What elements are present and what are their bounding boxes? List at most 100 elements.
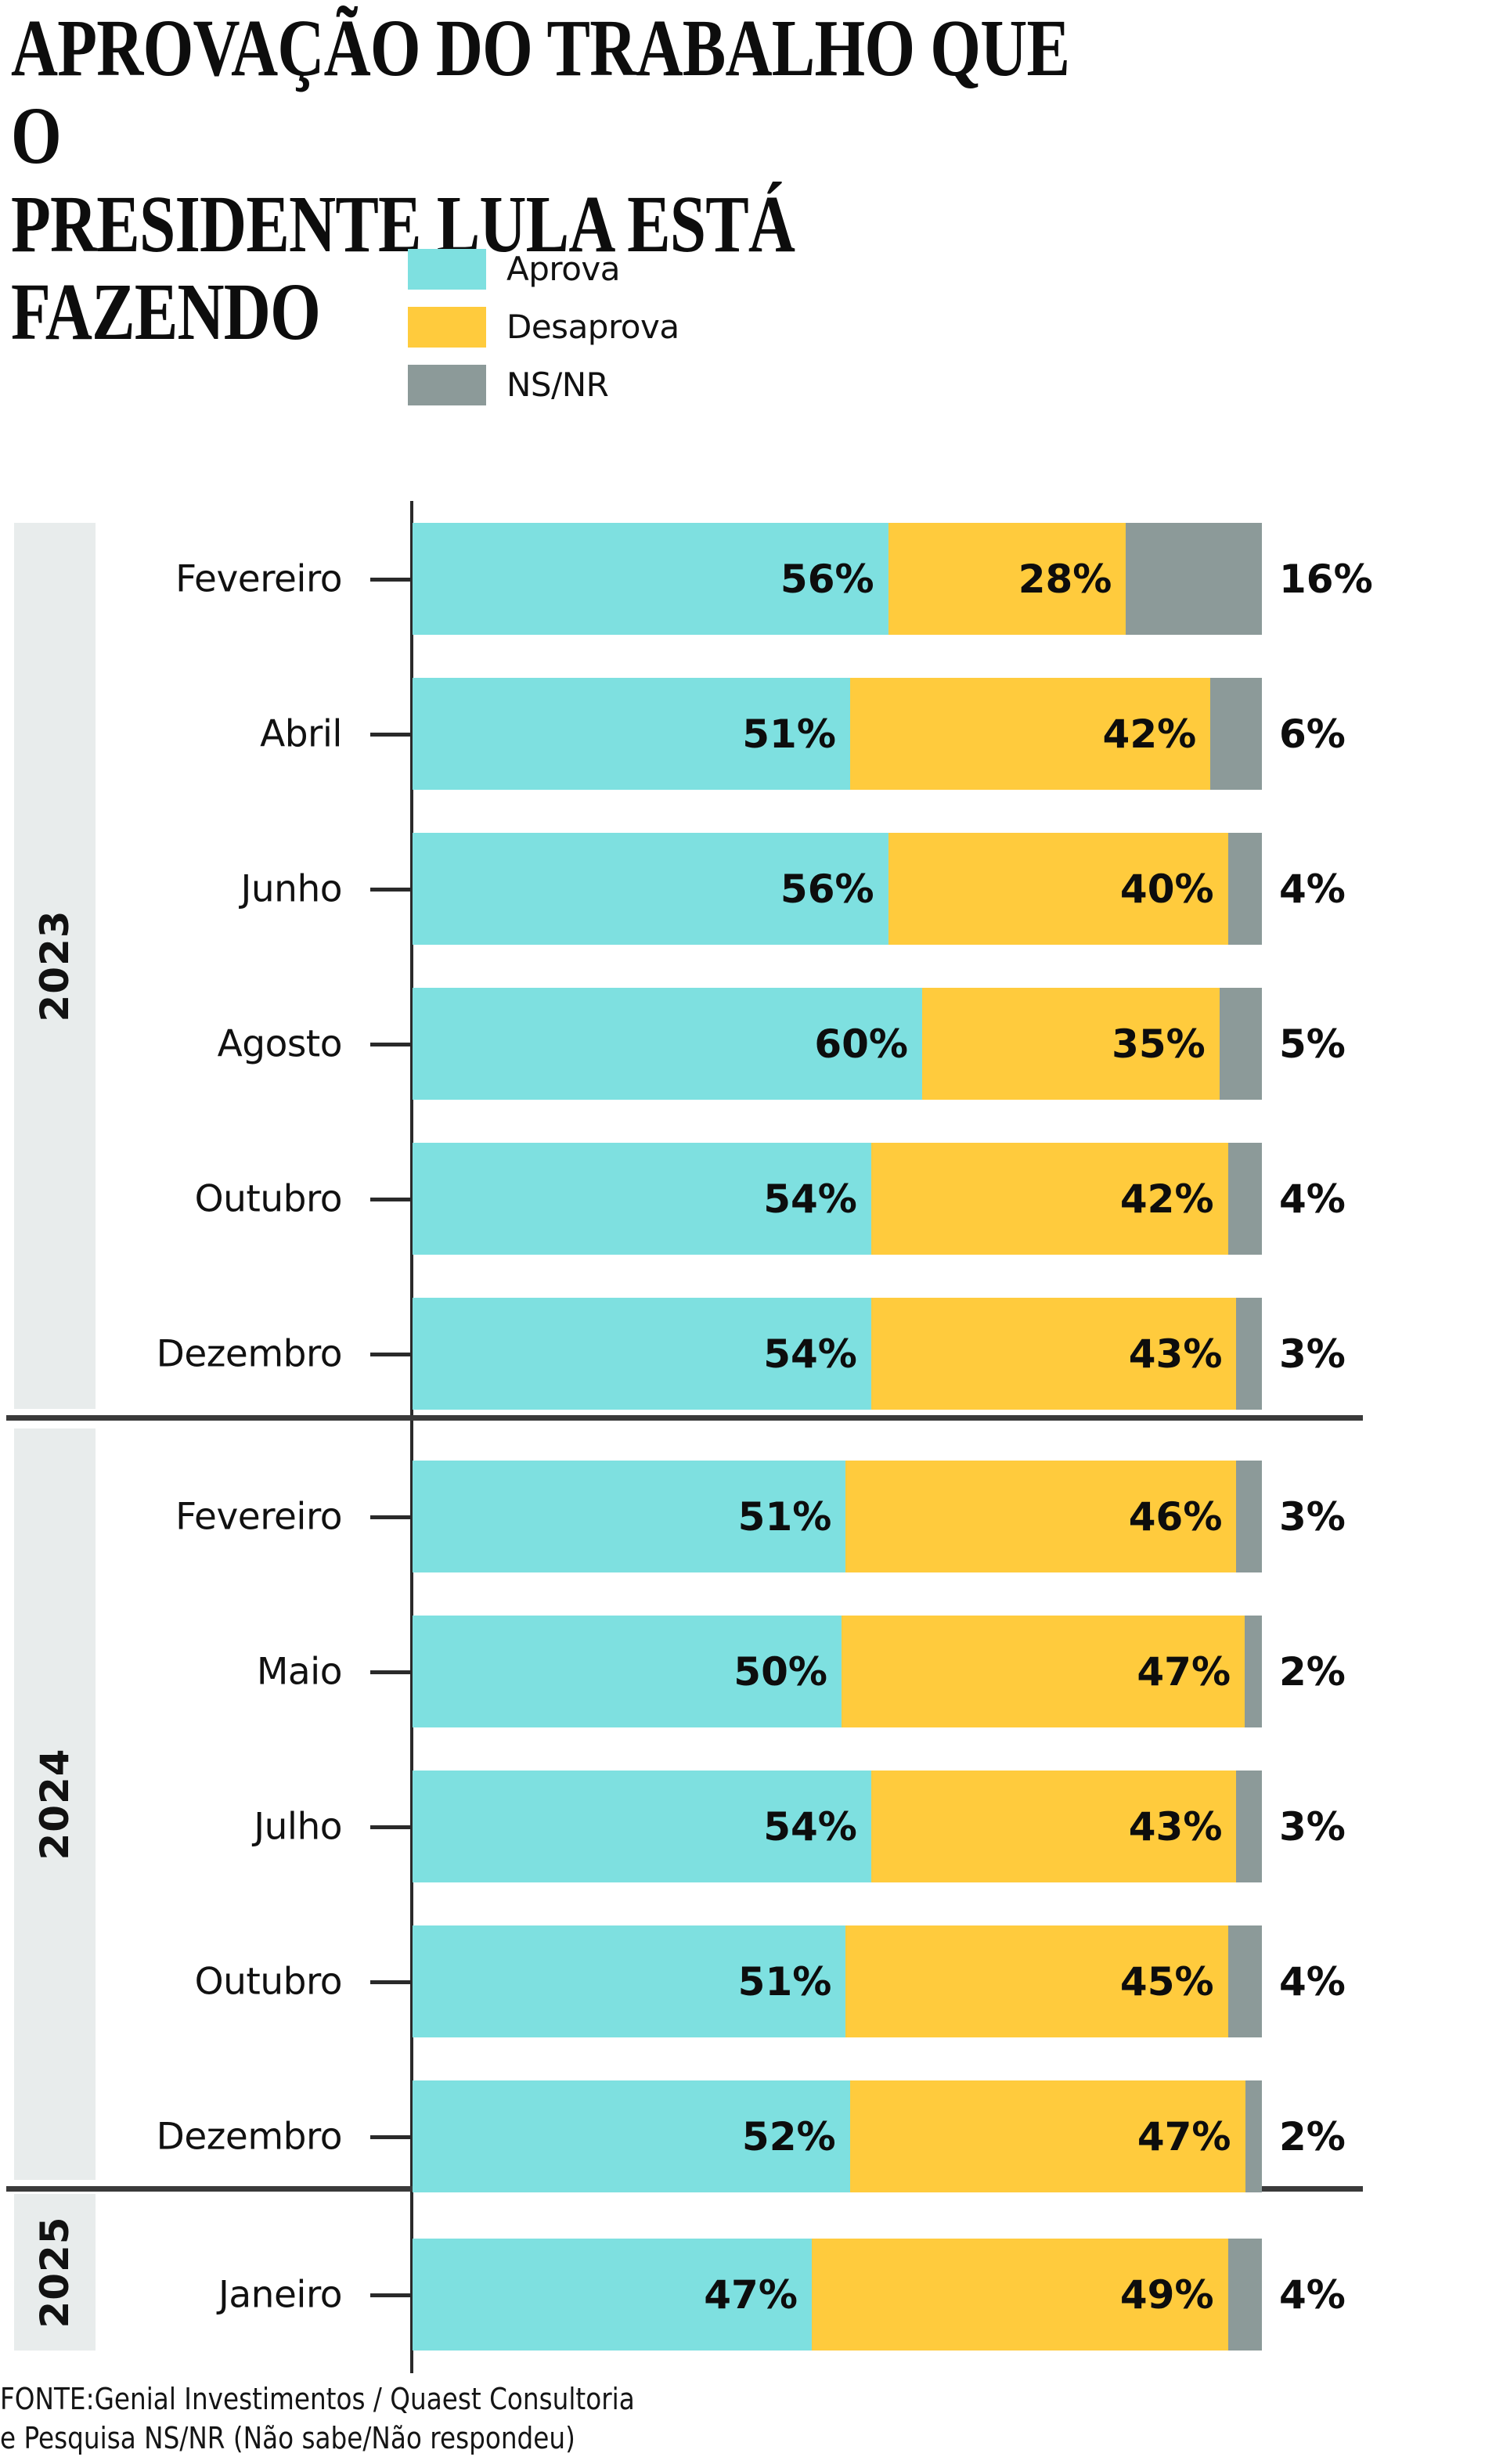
bar-value-aprova: 56% (780, 866, 874, 912)
bar-value-aprova: 47% (704, 2271, 798, 2318)
legend-swatch-aprova (408, 249, 486, 290)
legend-item-aprova[interactable]: Aprova (408, 249, 679, 290)
row-label-month: Dezembro (156, 1332, 343, 1375)
bar-segment-aprova[interactable]: 54% (413, 1298, 871, 1410)
row-label-month: Abril (260, 712, 342, 755)
bar-row: Agosto 60% 35% 5% (0, 988, 1503, 1100)
bar-row: Fevereiro 51% 46% 3% (0, 1461, 1503, 1572)
bar-segment-nsnr[interactable] (1236, 1298, 1262, 1410)
legend-label-nsnr: NS/NR (506, 366, 609, 404)
bar-segment-nsnr[interactable] (1227, 1143, 1262, 1255)
bar-value-aprova: 51% (742, 711, 836, 757)
stacked-bar: 51% 42% (413, 678, 1262, 790)
bar-segment-desaprova[interactable]: 43% (870, 1298, 1237, 1410)
row-label-month: Janeiro (218, 2273, 342, 2316)
bar-value-desaprova: 28% (1018, 556, 1112, 602)
bar-segment-nsnr[interactable] (1227, 833, 1262, 945)
bar-segment-nsnr[interactable] (1245, 2080, 1262, 2192)
bar-value-desaprova: 47% (1137, 2113, 1231, 2160)
bar-segment-aprova[interactable]: 52% (413, 2080, 850, 2192)
bar-segment-desaprova[interactable]: 47% (849, 2080, 1245, 2192)
axis-tick (370, 1197, 411, 1201)
bar-segment-desaprova[interactable]: 49% (811, 2239, 1228, 2351)
stacked-bar: 52% 47% (413, 2080, 1262, 2192)
bar-value-aprova: 54% (763, 1176, 857, 1222)
stacked-bar: 50% 47% (413, 1616, 1262, 1727)
row-label-month: Outubro (194, 1177, 343, 1220)
stacked-bar: 60% 35% (413, 988, 1262, 1100)
bar-segment-aprova[interactable]: 54% (413, 1771, 871, 1882)
bar-value-desaprova: 47% (1137, 1648, 1231, 1695)
bar-segment-desaprova[interactable]: 46% (845, 1461, 1237, 1572)
bar-row: Junho 56% 40% 4% (0, 833, 1503, 945)
bar-segment-nsnr[interactable] (1227, 1925, 1262, 2037)
bar-segment-aprova[interactable]: 51% (413, 1925, 846, 2037)
bar-value-nsnr-outside: 4% (1279, 2271, 1346, 2318)
bar-segment-desaprova[interactable]: 42% (849, 678, 1211, 790)
bar-value-desaprova: 35% (1112, 1021, 1206, 1067)
bar-segment-aprova[interactable]: 56% (413, 833, 888, 945)
row-label-month: Outubro (194, 1960, 343, 2003)
bar-segment-desaprova[interactable]: 42% (870, 1143, 1228, 1255)
axis-tick (370, 1042, 411, 1046)
axis-tick (370, 732, 411, 737)
bar-segment-desaprova[interactable]: 47% (841, 1616, 1245, 1727)
bar-segment-desaprova[interactable]: 43% (870, 1771, 1237, 1882)
bar-value-aprova: 51% (737, 1493, 832, 1540)
stacked-bar: 47% 49% (413, 2239, 1262, 2351)
bar-segment-nsnr[interactable] (1227, 2239, 1262, 2351)
bar-segment-nsnr[interactable] (1236, 1771, 1262, 1882)
bar-segment-nsnr[interactable] (1219, 988, 1262, 1100)
chart-footer: FONTE:Genial Investimentos / Quaest Cons… (0, 2379, 1487, 2458)
chart-legend: Aprova Desaprova NS/NR (408, 249, 679, 405)
year-separator-1 (6, 1415, 1363, 1421)
bar-value-aprova: 56% (780, 556, 874, 602)
bar-value-aprova: 51% (737, 1958, 832, 2005)
year-band-2023: 2023 (14, 523, 96, 1409)
row-label-month: Agosto (217, 1022, 343, 1065)
bar-segment-aprova[interactable]: 51% (413, 1461, 846, 1572)
bar-value-aprova: 54% (763, 1803, 857, 1850)
axis-tick (370, 1670, 411, 1674)
bar-value-aprova: 54% (763, 1331, 857, 1377)
bar-segment-desaprova[interactable]: 45% (845, 1925, 1228, 2037)
bar-segment-aprova[interactable]: 56% (413, 523, 888, 635)
axis-tick (370, 2134, 411, 2139)
bar-segment-desaprova[interactable]: 40% (888, 833, 1228, 945)
bar-value-desaprova: 45% (1119, 1958, 1214, 2005)
year-band-2025: 2025 (14, 2194, 96, 2351)
bar-row: Maio 50% 47% 2% (0, 1616, 1503, 1727)
bar-row: Janeiro 47% 49% 4% (0, 2239, 1503, 2351)
bar-value-nsnr-outside: 16% (1279, 556, 1373, 602)
legend-item-desaprova[interactable]: Desaprova (408, 307, 679, 348)
bar-segment-nsnr[interactable] (1236, 1461, 1262, 1572)
bar-segment-aprova[interactable]: 60% (413, 988, 922, 1100)
bar-segment-desaprova[interactable]: 28% (888, 523, 1126, 635)
bar-value-nsnr-outside: 4% (1279, 866, 1346, 912)
stacked-bar: 54% 43% (413, 1298, 1262, 1410)
bar-segment-nsnr[interactable] (1245, 1616, 1262, 1727)
bar-row: Abril 51% 42% 6% (0, 678, 1503, 790)
legend-label-aprova: Aprova (506, 250, 621, 288)
stacked-bar: 51% 45% (413, 1925, 1262, 2037)
bar-segment-aprova[interactable]: 51% (413, 678, 850, 790)
bar-segment-aprova[interactable]: 54% (413, 1143, 871, 1255)
legend-item-nsnr[interactable]: NS/NR (408, 365, 679, 405)
bar-segment-nsnr[interactable] (1210, 678, 1262, 790)
footer-source-line-2: e Pesquisa NS/NR (Não sabe/Não respondeu… (0, 2421, 575, 2456)
row-label-month: Fevereiro (175, 1495, 342, 1538)
bar-value-nsnr-outside: 3% (1279, 1493, 1346, 1540)
bar-value-desaprova: 49% (1119, 2271, 1214, 2318)
bar-value-nsnr-outside: 6% (1279, 711, 1346, 757)
bar-segment-aprova[interactable]: 47% (413, 2239, 812, 2351)
bar-value-desaprova: 43% (1128, 1331, 1223, 1377)
bar-row: Julho 54% 43% 3% (0, 1771, 1503, 1882)
bar-segment-nsnr[interactable] (1126, 523, 1262, 635)
bar-value-nsnr-outside: 2% (1279, 2113, 1346, 2160)
bar-segment-desaprova[interactable]: 35% (922, 988, 1220, 1100)
legend-swatch-nsnr (408, 365, 486, 405)
row-label-month: Julho (254, 1805, 342, 1848)
bar-segment-aprova[interactable]: 50% (413, 1616, 842, 1727)
legend-swatch-desaprova (408, 307, 486, 348)
